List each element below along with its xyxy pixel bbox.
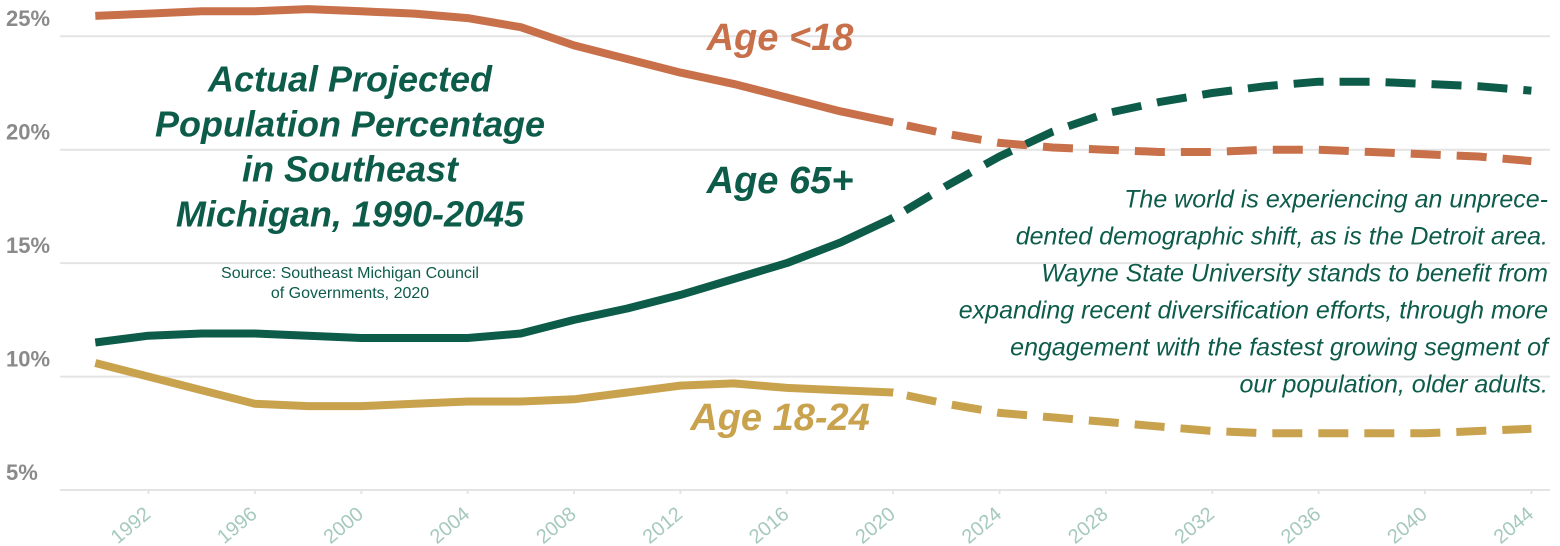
series-label: Age 18-24	[689, 397, 870, 439]
chart-title: Michigan, 1990-2045	[176, 194, 525, 235]
annotation: engagement with the fastest growing segm…	[1010, 334, 1551, 362]
annotation: expanding recent diversification efforts…	[959, 297, 1548, 325]
x-tick-label: 2008	[532, 503, 580, 546]
x-tick-label: 2004	[426, 503, 474, 546]
series-line	[95, 5, 1532, 166]
series-line	[94, 359, 1532, 438]
series-line	[94, 77, 1532, 347]
y-tick-label: 25%	[6, 6, 50, 31]
annotation: dented demographic shift, as is the Detr…	[1016, 223, 1548, 251]
x-tick-label: 2012	[639, 503, 687, 546]
y-tick-label: 15%	[6, 233, 50, 258]
series-label: Age <18	[706, 17, 855, 59]
annotation: our population, older adults.	[1239, 371, 1548, 399]
x-tick-label: 2036	[1277, 503, 1325, 546]
x-tick-label: 2044	[1490, 503, 1538, 546]
x-tick-label: 2028	[1064, 503, 1112, 546]
annotation: Wayne State University stands to benefit…	[1041, 260, 1548, 288]
texts: 5% 10% 15% 20% 25% 1992 1996 2000 2004 2008 2012 20…	[6, 6, 1551, 546]
x-tick-label: 1992	[107, 503, 155, 546]
x-tick-label: 2040	[1383, 503, 1431, 546]
y-tick-label: 5%	[6, 460, 38, 485]
chart-title: in Southeast	[242, 149, 460, 190]
x-tick-label: 2000	[320, 503, 368, 546]
source: Source: Southeast Michigan Council	[221, 265, 479, 282]
x-tick-label: 2032	[1171, 503, 1219, 546]
series-label: Age 65+	[706, 160, 854, 202]
source: of Governments, 2020	[271, 285, 429, 302]
x-tick-label: 2016	[745, 503, 793, 546]
annotation: The world is experiencing an unprece-	[1124, 186, 1548, 214]
x-tick-label: 2024	[958, 503, 1006, 546]
chart-title: Population Percentage	[155, 104, 545, 145]
x-tick-label: 1996	[213, 503, 261, 546]
chart-title: Actual Projected	[207, 59, 493, 100]
lines	[94, 5, 1532, 438]
y-tick-label: 10%	[6, 346, 50, 371]
y-tick-label: 20%	[6, 120, 50, 145]
x-tick-label: 2020	[852, 503, 900, 546]
